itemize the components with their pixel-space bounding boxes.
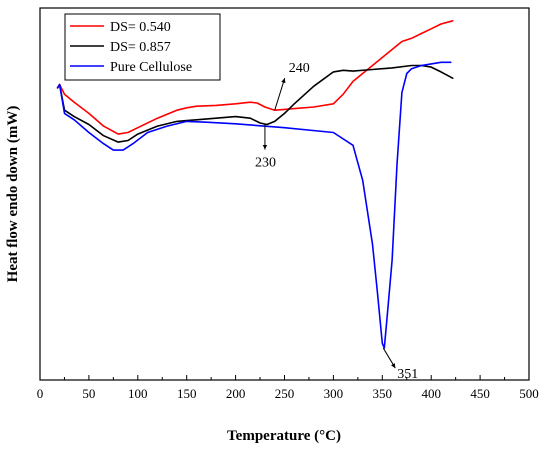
legend-entries: DS= 0.540 DS= 0.857 Pure Cellulose bbox=[70, 20, 192, 75]
x-tick-label: 200 bbox=[226, 386, 246, 401]
x-axis-title: Temperature (°C) bbox=[227, 428, 341, 444]
legend-label: DS= 0.540 bbox=[110, 20, 171, 35]
annotation-label: 240 bbox=[289, 61, 310, 76]
annotation-layer: 240 230 351 bbox=[255, 61, 418, 382]
x-tick-label: 50 bbox=[82, 386, 95, 401]
x-tick-label: 150 bbox=[177, 386, 197, 401]
annotation-label: 230 bbox=[255, 156, 276, 171]
annotation-label: 351 bbox=[397, 367, 418, 382]
x-tick-label: 250 bbox=[275, 386, 295, 401]
series-line-ds-0-857 bbox=[56, 64, 454, 143]
series-line-pure-cellulose bbox=[56, 61, 452, 349]
series-line-ds-0-540 bbox=[56, 19, 454, 135]
x-tick-label: 100 bbox=[128, 386, 148, 401]
annotation-arrowhead bbox=[281, 78, 286, 84]
x-tick-label: 350 bbox=[373, 386, 393, 401]
annotation-arrowhead bbox=[391, 363, 396, 369]
x-axis-ticks: 0 50 100 150 200 250 300 350 400 450 500 bbox=[37, 375, 539, 401]
x-tick-label: 0 bbox=[37, 386, 44, 401]
x-tick-label: 400 bbox=[421, 386, 441, 401]
x-tick-label: 450 bbox=[470, 386, 490, 401]
y-axis-title: Heat flow endo down (mW) bbox=[5, 106, 21, 283]
legend-label: Pure Cellulose bbox=[110, 60, 192, 75]
x-tick-label: 500 bbox=[519, 386, 539, 401]
annotation-arrow bbox=[274, 78, 286, 111]
legend-box bbox=[64, 13, 221, 81]
legend: DS= 0.540 DS= 0.857 Pure Cellulose bbox=[64, 13, 221, 81]
legend-label: DS= 0.857 bbox=[110, 40, 171, 55]
annotation-arrowhead bbox=[262, 145, 268, 150]
series-layer bbox=[56, 19, 454, 349]
x-tick-label: 300 bbox=[324, 386, 344, 401]
